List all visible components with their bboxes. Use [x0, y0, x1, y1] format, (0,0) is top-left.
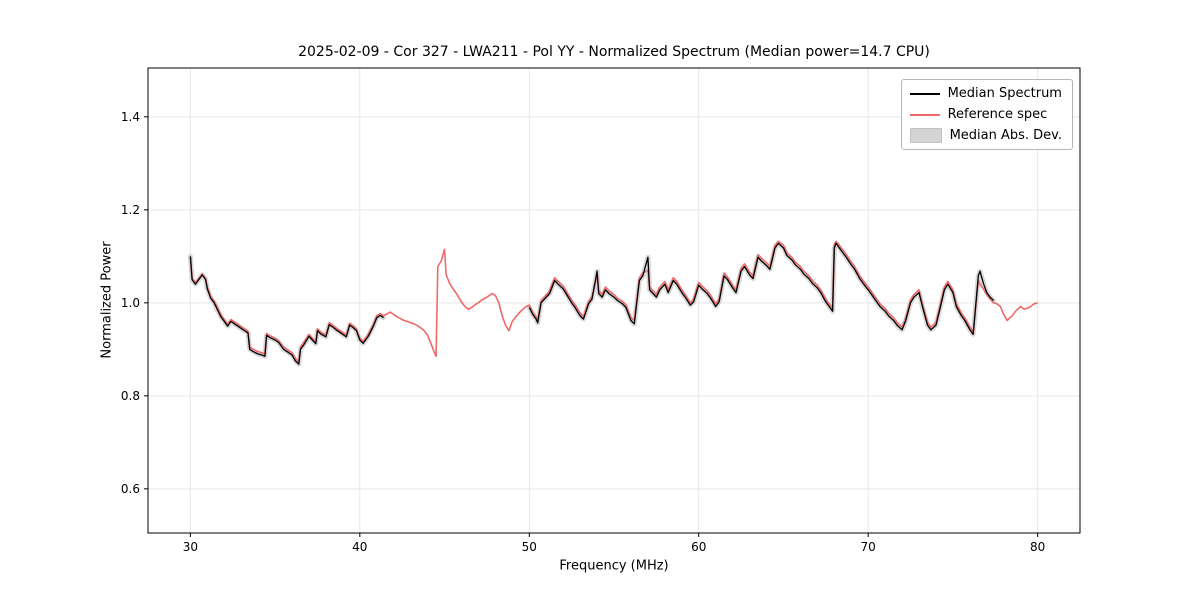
mad-band-swatch-icon [909, 128, 942, 143]
legend-label: Reference spec [947, 107, 1048, 122]
median-spectrum-line [528, 242, 995, 336]
median-spectrum-line [189, 256, 384, 365]
x-tick-label: 50 [522, 540, 537, 554]
x-tick-label: 60 [691, 540, 706, 554]
axes-frame [147, 67, 1081, 534]
legend-label: Median Spectrum [947, 86, 1062, 101]
legend-item-median-spectrum: Median Spectrum [909, 86, 1062, 101]
y-tick-label: 0.6 [121, 482, 140, 496]
legend-label: Median Abs. Dev. [949, 128, 1062, 143]
x-axis-label: Frequency (MHz) [559, 558, 669, 574]
chart-title: 2025-02-09 - Cor 327 - LWA211 - Pol YY -… [298, 44, 930, 60]
x-tick-label: 30 [183, 540, 198, 554]
y-tick-label: 1.2 [121, 203, 140, 217]
x-tick-label: 80 [1030, 540, 1045, 554]
reference-spec-swatch-icon [909, 113, 940, 116]
y-tick-label: 0.8 [121, 389, 140, 403]
y-tick-label: 1.0 [121, 296, 140, 310]
legend-item-median-abs-dev: Median Abs. Dev. [909, 128, 1062, 143]
legend: Median Spectrum Reference spec Median Ab… [900, 79, 1073, 150]
x-tick-label: 70 [861, 540, 876, 554]
x-tick-label: 40 [352, 540, 367, 554]
legend-item-reference-spec: Reference spec [909, 107, 1062, 122]
median-spectrum-swatch-icon [909, 92, 940, 95]
y-tick-label: 1.4 [121, 110, 140, 124]
